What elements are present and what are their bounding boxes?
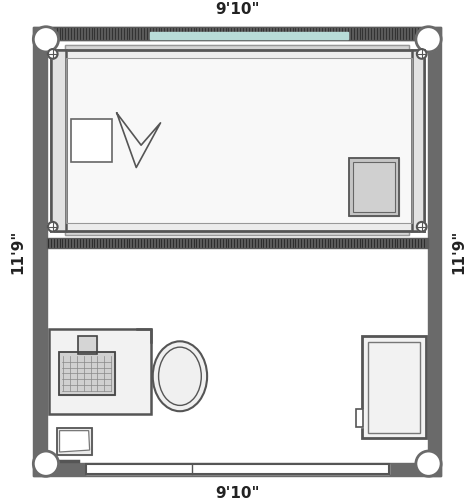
Bar — [150, 32, 347, 39]
Bar — [33, 27, 441, 40]
Bar — [71, 119, 112, 161]
Text: 11'9": 11'9" — [451, 229, 466, 274]
Bar — [412, 50, 424, 230]
Bar — [59, 352, 115, 395]
Bar — [33, 27, 47, 476]
Bar — [33, 463, 441, 476]
Bar — [51, 50, 424, 230]
Bar — [59, 352, 115, 395]
Circle shape — [417, 49, 427, 59]
Bar — [349, 158, 400, 216]
Bar — [65, 45, 409, 235]
Circle shape — [416, 27, 441, 52]
Circle shape — [417, 222, 427, 231]
Bar — [49, 328, 151, 414]
Bar — [51, 50, 424, 230]
Bar — [356, 409, 364, 427]
Bar — [47, 238, 428, 248]
Bar — [66, 58, 412, 223]
Circle shape — [33, 451, 59, 476]
Bar — [368, 342, 420, 433]
Circle shape — [416, 451, 441, 476]
Circle shape — [48, 49, 58, 59]
Bar — [78, 337, 97, 354]
Ellipse shape — [153, 342, 207, 411]
Text: 9'10": 9'10" — [215, 486, 259, 501]
Ellipse shape — [159, 347, 201, 405]
Bar — [363, 337, 426, 439]
Bar — [65, 45, 409, 235]
Bar — [47, 40, 428, 463]
Bar — [47, 27, 428, 40]
Circle shape — [48, 222, 58, 231]
Bar — [66, 58, 412, 223]
Bar — [49, 328, 151, 414]
Bar — [71, 119, 112, 161]
Text: 9'10": 9'10" — [215, 2, 259, 17]
Bar — [412, 50, 424, 230]
Bar — [356, 409, 364, 427]
Bar — [353, 161, 395, 212]
Bar — [368, 342, 420, 433]
Bar — [363, 337, 426, 439]
Bar — [86, 464, 389, 474]
Bar — [51, 50, 66, 230]
Bar — [349, 158, 400, 216]
Text: 11'9": 11'9" — [10, 229, 26, 274]
Bar — [86, 464, 389, 474]
Circle shape — [33, 27, 59, 52]
Bar — [428, 27, 441, 476]
Bar — [51, 50, 66, 230]
Polygon shape — [60, 431, 90, 452]
Bar — [56, 428, 91, 455]
Bar — [78, 337, 97, 354]
Bar — [56, 428, 91, 455]
Bar — [353, 161, 395, 212]
